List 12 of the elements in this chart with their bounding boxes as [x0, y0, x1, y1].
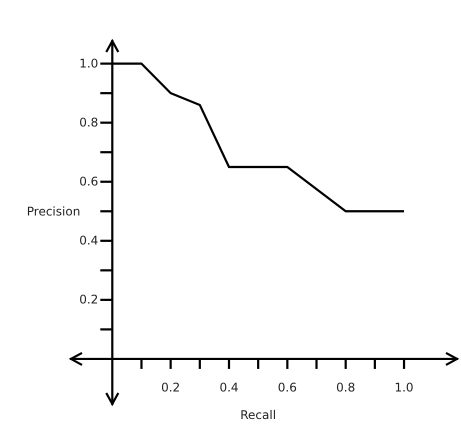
x-tick-label: 0.2: [161, 380, 180, 394]
y-tick-label: 1.0: [79, 56, 98, 70]
x-tick-label: 0.6: [278, 380, 297, 394]
x-tick-label: 0.4: [219, 380, 239, 394]
y-axis-title: Precision: [26, 204, 80, 218]
x-tick-label: 1.0: [394, 380, 414, 394]
y-tick-label: 0.8: [79, 116, 98, 130]
y-tick-label: 0.4: [79, 234, 98, 248]
x-axis-title: Recall: [240, 408, 276, 422]
x-tick-label: 0.8: [336, 380, 356, 394]
y-tick-label: 0.2: [79, 292, 98, 307]
y-tick-label: 0.6: [79, 174, 98, 189]
